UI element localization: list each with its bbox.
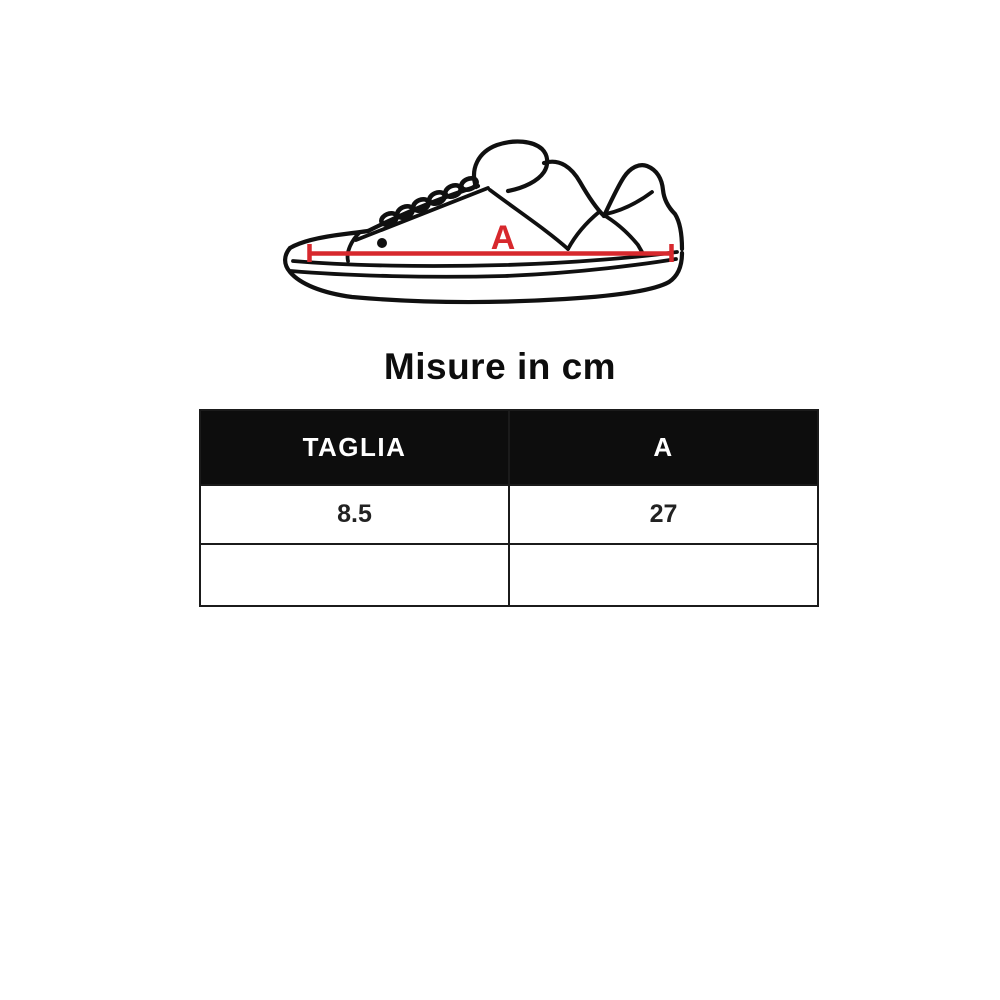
header-cell-taglia: TAGLIA	[199, 409, 510, 486]
sole-seam-bottom	[289, 257, 678, 279]
measurement-label: A	[491, 219, 516, 257]
tongue-outline	[471, 139, 550, 194]
quarter-seam-back	[566, 210, 601, 251]
heel-opening-line	[604, 190, 654, 216]
sneaker-icon: A	[283, 139, 685, 305]
measurement-a: A	[307, 219, 674, 262]
quarter-seam-front	[488, 188, 570, 251]
sole-seam-top	[291, 250, 679, 268]
heel-tab-outline	[601, 163, 685, 252]
toe-cap-seam	[345, 230, 362, 263]
table-header-row: TAGLIA A	[199, 409, 819, 486]
size-table-body: 8.5 27	[199, 484, 819, 607]
header-cell-a: A	[508, 409, 819, 486]
collar-topline	[541, 159, 607, 219]
cell-length-value: 27	[508, 484, 819, 545]
lace-loop	[459, 175, 479, 193]
page-title: Misure in cm	[383, 346, 617, 387]
table-row-values: 8.5 27	[199, 484, 819, 545]
laces	[377, 175, 479, 248]
table-row-empty	[199, 543, 819, 607]
eyestay-lower-line	[354, 186, 490, 242]
cell-size-value: 8.5	[199, 484, 510, 545]
heel-counter-seam	[600, 212, 644, 254]
cell-empty	[508, 543, 819, 607]
cell-empty	[199, 543, 510, 607]
size-table-head: TAGLIA A	[199, 409, 819, 486]
size-table: TAGLIA A 8.5 27	[199, 409, 819, 607]
lace-knot	[377, 238, 387, 248]
